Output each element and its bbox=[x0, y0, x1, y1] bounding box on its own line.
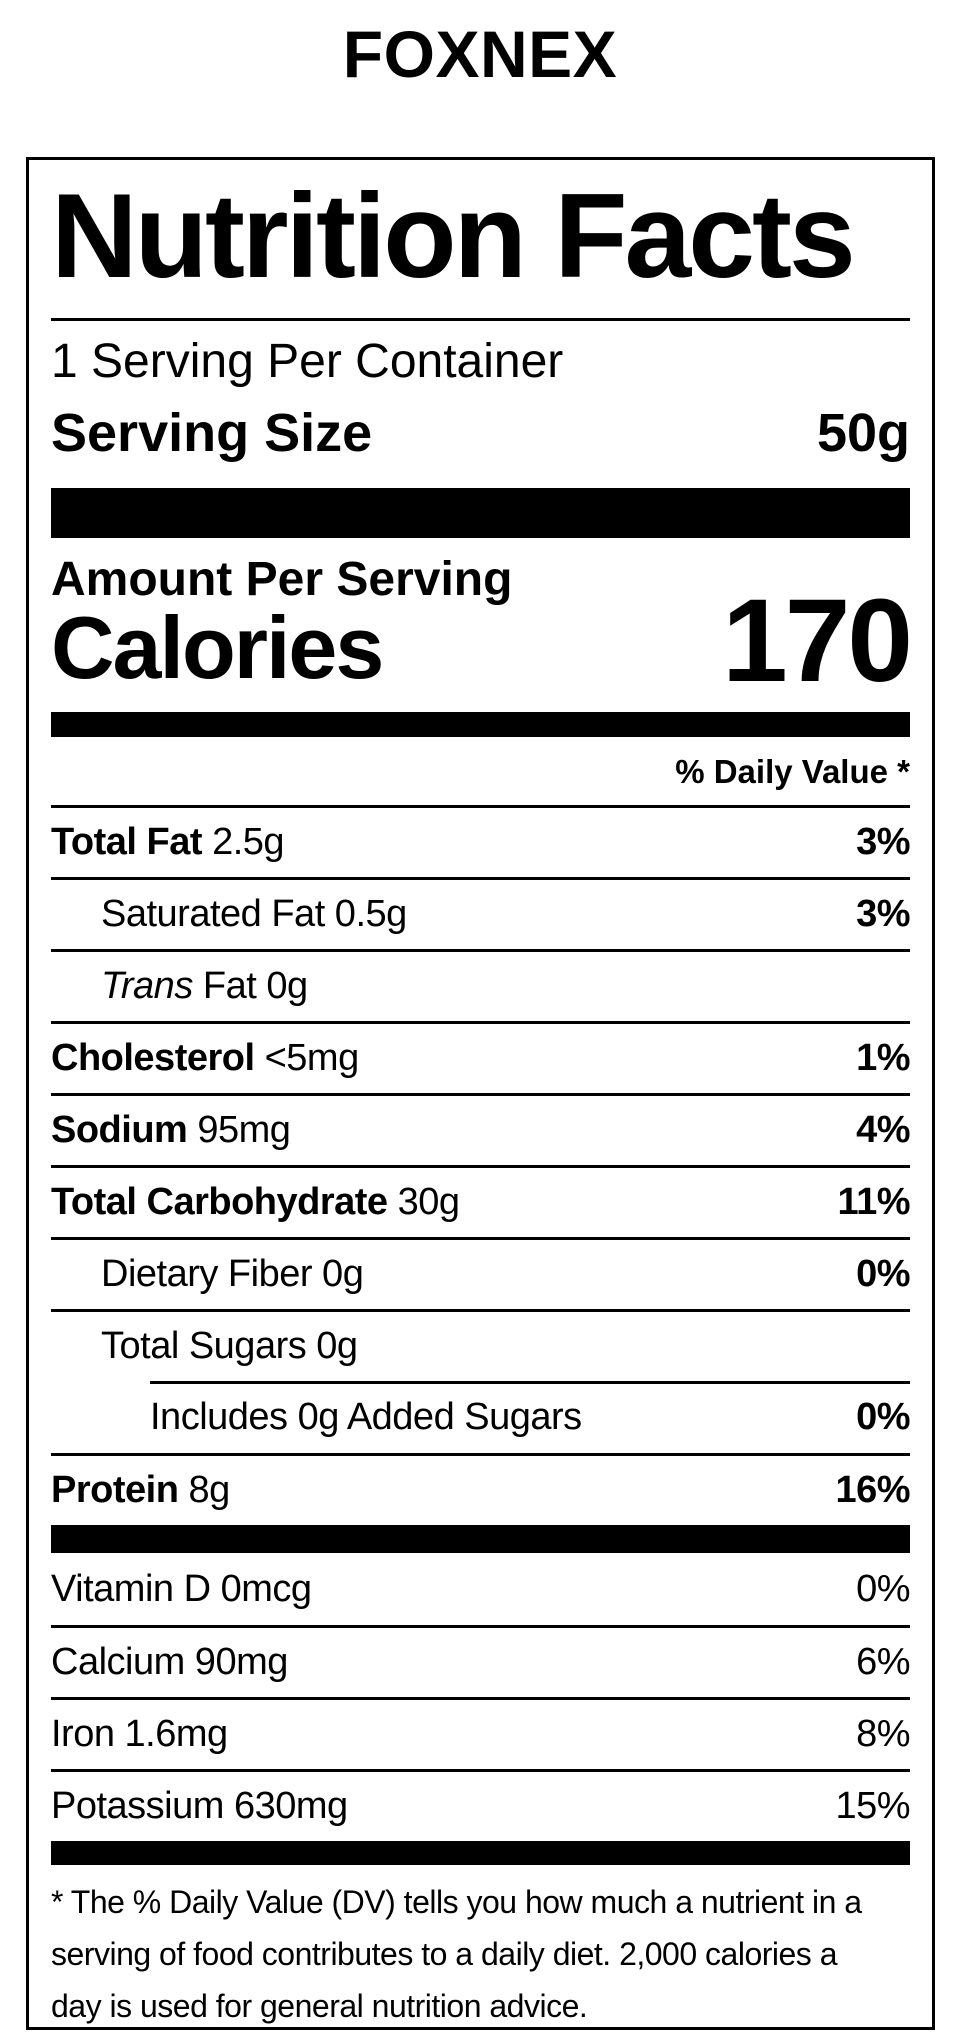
nutrient-row: Includes 0g Added Sugars 0% bbox=[51, 1381, 910, 1453]
nutrient-row: Protein 8g 16% bbox=[51, 1453, 910, 1525]
nutrient-daily-value: 0% bbox=[856, 1567, 910, 1610]
micronutrient-rows: Vitamin D 0mcg 0% Calcium 90mg 6% Iron 1.6mg… bbox=[51, 1553, 910, 1841]
nutrient-row: Trans Fat 0g bbox=[51, 949, 910, 1021]
nutrient-daily-value: 0% bbox=[856, 1395, 910, 1438]
nutrient-daily-value: 8% bbox=[856, 1713, 910, 1755]
nutrient-row: Dietary Fiber 0g 0% bbox=[51, 1237, 910, 1309]
nutrient-daily-value: 15% bbox=[835, 1785, 910, 1827]
nutrient-name: Vitamin D 0mcg bbox=[51, 1567, 312, 1610]
nutrient-name: Dietary Fiber 0g bbox=[101, 1253, 364, 1295]
nutrient-daily-value: 6% bbox=[856, 1641, 910, 1683]
nutrient-row: Total Sugars 0g bbox=[51, 1309, 910, 1381]
nutrient-row: Sodium 95mg 4% bbox=[51, 1093, 910, 1165]
nutrition-facts-title: Nutrition Facts bbox=[51, 169, 856, 303]
nutrient-row: Cholesterol <5mg 1% bbox=[51, 1021, 910, 1093]
nutrient-daily-value: 11% bbox=[837, 1181, 911, 1223]
thick-bar bbox=[51, 1841, 910, 1865]
calories-label: Calories bbox=[51, 598, 384, 697]
nutrient-name: Includes 0g Added Sugars bbox=[150, 1395, 582, 1438]
nutrient-daily-value: 3% bbox=[856, 893, 910, 935]
serving-size-label: Serving Size bbox=[51, 403, 373, 463]
daily-value-footnote: * The % Daily Value (DV) tells you how m… bbox=[51, 1876, 910, 2032]
nutrient-name: Sodium 95mg bbox=[51, 1109, 291, 1151]
footnote-line: day is used for general nutrition advice… bbox=[51, 1988, 588, 2024]
nutrient-row: Saturated Fat 0.5g 3% bbox=[51, 877, 910, 949]
daily-value-header: % Daily Value * bbox=[675, 753, 910, 790]
micronutrient-row: Calcium 90mg 6% bbox=[51, 1625, 910, 1697]
footnote-line: serving of food contributes to a daily d… bbox=[51, 1936, 837, 1972]
footnote-line: * The % Daily Value (DV) tells you how m… bbox=[51, 1884, 862, 1920]
nutrient-name: Total Carbohydrate 30g bbox=[51, 1181, 460, 1223]
thick-bar bbox=[51, 488, 910, 538]
nutrient-name: Total Fat 2.5g bbox=[51, 821, 285, 863]
nutrient-name: Protein 8g bbox=[51, 1469, 230, 1511]
nutrient-daily-value: 4% bbox=[856, 1109, 910, 1151]
serving-size-value: 50g bbox=[816, 403, 910, 463]
nutrient-name: Calcium 90mg bbox=[51, 1641, 288, 1683]
nutrition-facts-box: Nutrition Facts 1 Serving Per Container … bbox=[26, 157, 935, 2030]
nutrient-name: Saturated Fat 0.5g bbox=[101, 893, 407, 935]
nutrient-daily-value: 0% bbox=[856, 1253, 910, 1295]
nutrient-name: Iron 1.6mg bbox=[51, 1713, 228, 1755]
divider bbox=[51, 318, 910, 321]
brand-title: FOXNEX bbox=[342, 17, 618, 91]
thick-bar bbox=[51, 712, 910, 737]
nutrient-row: Total Fat 2.5g 3% bbox=[51, 805, 910, 877]
nutrient-name: Trans Fat 0g bbox=[101, 965, 308, 1007]
micronutrient-row: Iron 1.6mg 8% bbox=[51, 1697, 910, 1769]
nutrient-rows: Total Fat 2.5g 3% Saturated Fat 0.5g 3% Tran… bbox=[51, 805, 911, 1525]
nutrient-daily-value: 16% bbox=[835, 1469, 910, 1511]
nutrient-name: Total Sugars 0g bbox=[101, 1325, 358, 1367]
micronutrient-row: Potassium 630mg 15% bbox=[51, 1769, 910, 1841]
nutrient-name: Potassium 630mg bbox=[51, 1785, 348, 1827]
nutrient-row: Total Carbohydrate 30g 11% bbox=[51, 1165, 911, 1237]
nutrient-daily-value: 1% bbox=[856, 1037, 910, 1079]
servings-per-container: 1 Serving Per Container bbox=[51, 335, 564, 388]
thick-bar bbox=[51, 1525, 910, 1553]
nutrient-name: Cholesterol <5mg bbox=[51, 1037, 359, 1079]
micronutrient-row: Vitamin D 0mcg 0% bbox=[51, 1553, 910, 1625]
nutrient-daily-value: 3% bbox=[856, 821, 910, 863]
amount-per-serving-label: Amount Per Serving bbox=[51, 553, 513, 606]
serving-size-row: Serving Size 50g bbox=[51, 402, 910, 464]
calories-value: 170 bbox=[722, 575, 913, 707]
